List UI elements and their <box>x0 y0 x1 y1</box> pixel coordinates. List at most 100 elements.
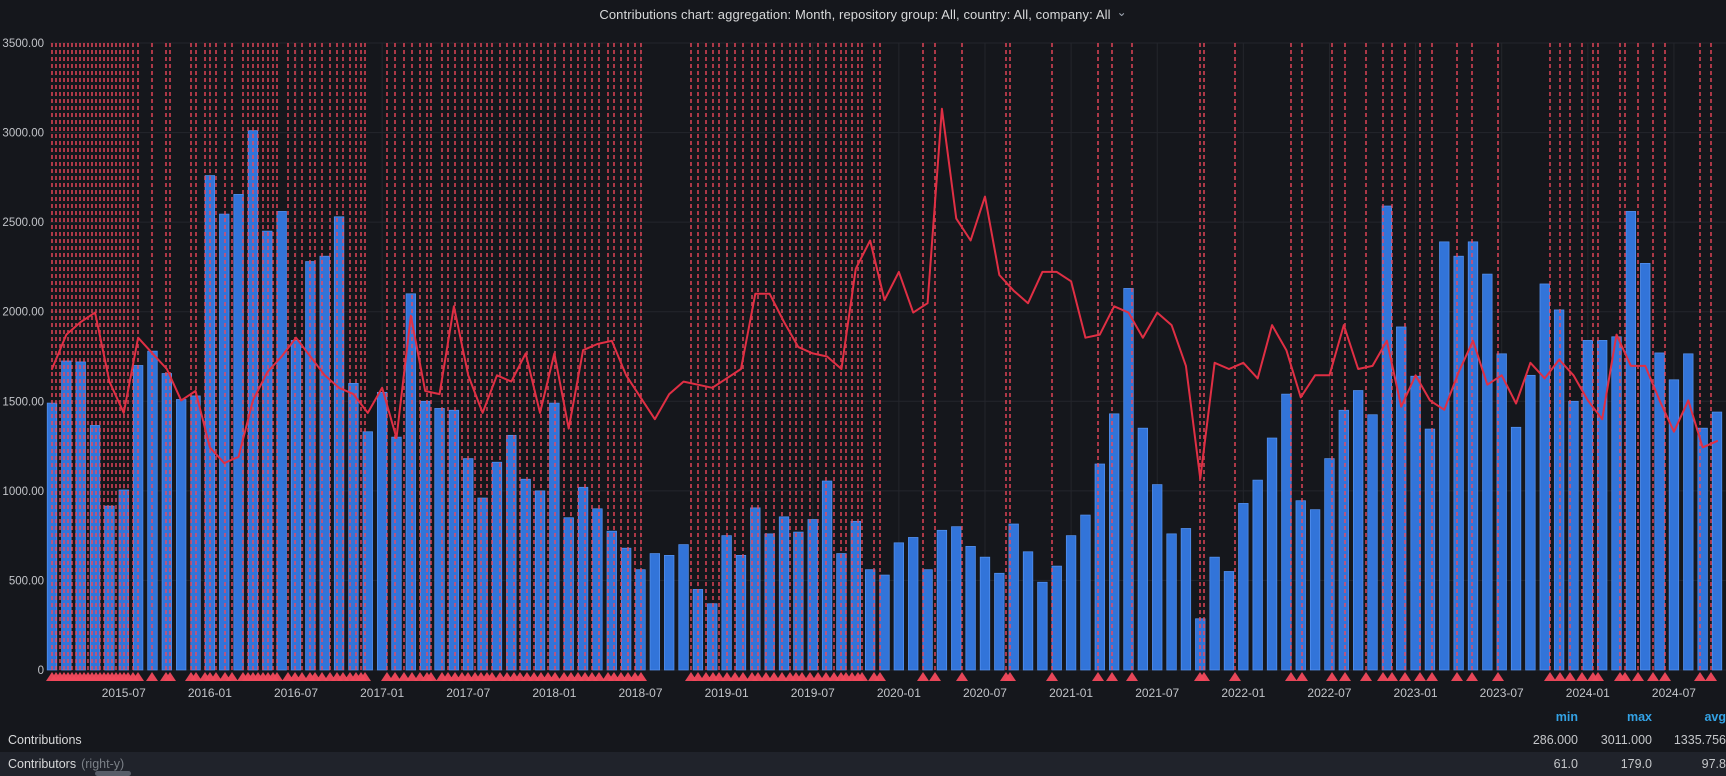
y-axis-tick-label: 2000.00 <box>2 307 44 319</box>
legend-stat-header-avg[interactable]: avg <box>1704 710 1726 724</box>
annotation-marker-triangle <box>1092 672 1104 681</box>
annotation-marker-triangle <box>164 672 176 681</box>
chart-area: 3500.00 3000.00 2500.00 2000.00 1500.00 1000.… <box>0 0 1726 705</box>
annotation-marker-triangle <box>389 672 401 681</box>
bar-2020-02 <box>908 537 919 671</box>
x-axis-tick-label: 2017-07 <box>446 686 490 700</box>
bar-2022-05 <box>1295 500 1306 671</box>
bar-2018-11 <box>692 589 704 671</box>
panel-title-menu[interactable]: Contributions chart: aggregation: Month,… <box>0 0 1726 28</box>
bar-2024-10 <box>1711 411 1723 671</box>
annotation-marker-triangle <box>549 672 561 681</box>
y-axis-tick-label: 3500.00 <box>2 38 44 50</box>
bar-2022-03 <box>1266 437 1278 671</box>
legend-row-contributions[interactable]: Contributions 286.000 3011.000 1335.756 <box>0 728 1726 752</box>
bar-2019-12 <box>879 574 890 671</box>
bar-2017-11 <box>520 478 531 671</box>
x-axis-tick-label: 2023-07 <box>1480 686 1524 700</box>
bar-2018-03 <box>577 486 589 671</box>
bar-2019-02 <box>735 554 747 671</box>
x-axis-tick-label: 2020-01 <box>877 686 921 700</box>
bar-2021-02 <box>1080 514 1091 671</box>
legend-row-contributors[interactable]: Contributors (right-y) 61.0 179.0 97.8 <box>0 752 1726 776</box>
bar-2017-12 <box>534 490 546 671</box>
annotation-marker-triangle <box>1564 672 1576 681</box>
legend-stat-header-min[interactable]: min <box>1555 710 1578 724</box>
annotation-marker-triangle <box>226 672 238 681</box>
bar-2023-06 <box>1482 273 1493 671</box>
legend-stat-max: 3011.000 <box>1600 733 1652 747</box>
y-axis-tick-label: 2500.00 <box>2 217 44 229</box>
x-axis-tick-label: 2024-01 <box>1566 686 1610 700</box>
annotation-marker-triangle <box>398 672 410 681</box>
annotation-marker-triangle <box>1046 672 1058 681</box>
x-axis-tick-label: 2022-01 <box>1221 686 1265 700</box>
legend-series-label[interactable]: Contributions <box>8 733 82 747</box>
annotation-marker-triangle <box>381 672 393 681</box>
bar-2017-03 <box>405 293 416 671</box>
annotation-marker-triangle <box>1198 672 1210 681</box>
chart-canvas[interactable]: 3500.00 3000.00 2500.00 2000.00 1500.00 1000.… <box>0 0 1726 705</box>
bar-2019-06 <box>793 531 804 671</box>
panel-title: Contributions chart: aggregation: Month,… <box>599 6 1111 22</box>
bar-2016-10 <box>333 216 345 671</box>
bar-2023-10 <box>1539 283 1550 671</box>
annotation-marker-triangle <box>190 672 202 681</box>
bar-2020-11 <box>1037 581 1048 671</box>
annotation-marker-triangle <box>760 672 772 681</box>
annotation-marker-triangle <box>296 672 308 681</box>
bar-2022-08 <box>1338 409 1349 671</box>
bar-2015-09 <box>147 350 158 671</box>
bar-2022-12 <box>1396 326 1407 671</box>
bar-2018-06 <box>620 547 632 671</box>
annotation-marker-triangle <box>812 672 824 681</box>
annotation-marker-triangle <box>929 672 941 681</box>
x-axis-tick-label: 2020-07 <box>963 686 1007 700</box>
bar-2020-12 <box>1051 565 1062 671</box>
legend-stat-avg: 97.8 <box>1701 757 1726 771</box>
bar-2022-02 <box>1252 479 1263 671</box>
legend-stat-header-max[interactable]: max <box>1626 710 1652 724</box>
x-axis-tick-label: 2018-07 <box>618 686 662 700</box>
x-axis-tick-label: 2018-01 <box>532 686 576 700</box>
bar-2020-01 <box>893 542 905 671</box>
horizontal-scrollbar-thumb[interactable] <box>95 771 131 776</box>
annotation-marker-triangle <box>1229 672 1241 681</box>
annotation-marker-triangle <box>271 672 283 681</box>
bar-2021-06 <box>1137 427 1149 671</box>
annotation-marker-triangle <box>768 672 780 681</box>
annotation-marker-triangle <box>1399 672 1411 681</box>
bar-2022-06 <box>1309 509 1321 671</box>
bar-2023-07 <box>1496 353 1507 671</box>
x-axis-tick-label: 2024-07 <box>1652 686 1696 700</box>
bar-2018-09 <box>664 554 675 671</box>
bar-2023-05 <box>1467 241 1479 671</box>
bar-2020-05 <box>951 526 962 671</box>
bar-2021-09 <box>1180 528 1192 671</box>
bar-2021-12 <box>1223 571 1235 671</box>
bar-2017-04 <box>420 400 431 671</box>
bar-2020-06 <box>965 546 976 671</box>
annotation-marker-triangle <box>1492 672 1504 681</box>
bar-2015-10 <box>161 373 172 671</box>
y-axis-tick-label: 500.00 <box>9 575 44 587</box>
bar-2019-07 <box>807 519 818 671</box>
annotation-marker-triangle <box>1632 672 1644 681</box>
annotation-marker-triangle <box>486 672 498 681</box>
bar-2024-02 <box>1597 340 1608 671</box>
annotation-marker-triangle <box>316 672 328 681</box>
annotation-marker-triangle <box>1360 672 1372 681</box>
bar-2015-11 <box>176 399 187 671</box>
bar-2021-05 <box>1123 288 1134 671</box>
bar-2023-02 <box>1424 428 1436 671</box>
bar-2023-08 <box>1510 426 1522 671</box>
bar-2021-08 <box>1166 533 1177 671</box>
bar-2019-11 <box>864 569 876 671</box>
bar-2018-05 <box>606 530 617 671</box>
bar-2021-01 <box>1065 535 1077 671</box>
annotation-marker-triangle <box>752 672 764 681</box>
legend-series-label[interactable]: Contributors <box>8 757 77 771</box>
bar-2023-09 <box>1525 374 1536 671</box>
annotation-marker-triangle <box>1659 672 1671 681</box>
